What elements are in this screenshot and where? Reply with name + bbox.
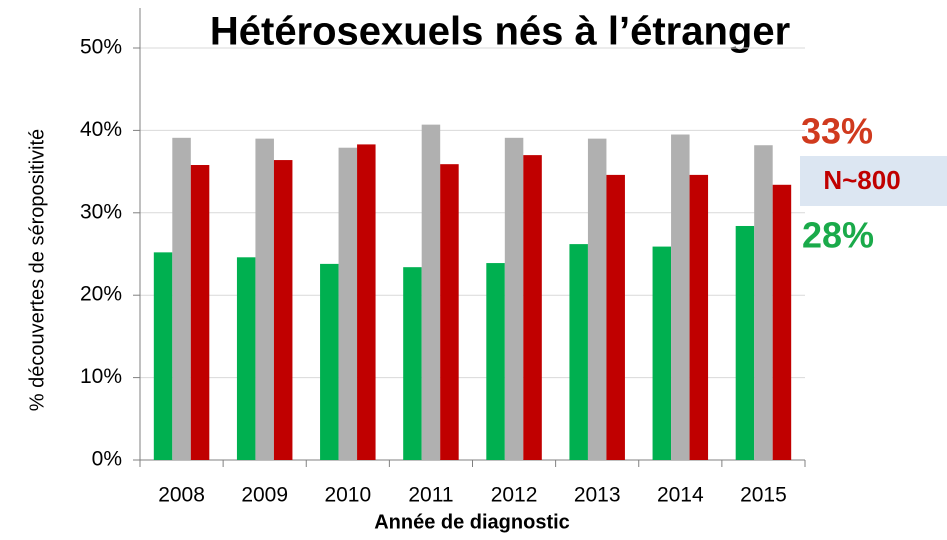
bar	[255, 138, 274, 460]
x-axis-label: Année de diagnostic	[374, 511, 570, 533]
annotation-box	[800, 156, 947, 206]
bar	[190, 165, 210, 460]
bar	[587, 138, 607, 460]
y-tick-label: 20%	[80, 283, 122, 306]
bar	[338, 147, 358, 461]
bar	[523, 155, 542, 460]
bar	[172, 137, 191, 461]
y-tick-label: 10%	[80, 365, 122, 388]
y-tick-label: 0%	[92, 448, 122, 471]
bar	[504, 137, 524, 461]
bar	[153, 252, 173, 460]
x-tick-label: 2011	[408, 484, 453, 507]
y-tick-label: 50%	[80, 36, 122, 59]
annotation: 33%	[801, 111, 873, 152]
x-tick-label: 2010	[324, 484, 371, 507]
x-tick-label: 2014	[657, 484, 704, 507]
bar	[754, 145, 773, 460]
bar	[403, 267, 422, 460]
x-tick-label: 2012	[491, 484, 538, 507]
bar	[671, 134, 690, 460]
y-tick-label: 40%	[80, 118, 122, 141]
bar	[320, 263, 339, 460]
chart-title: Hétérosexuels nés à l’étranger	[210, 10, 790, 54]
x-tick-label: 2009	[241, 484, 288, 507]
bar	[689, 174, 709, 460]
x-tick-label: 2015	[740, 484, 787, 507]
annotation: N~800	[823, 165, 900, 195]
annotation: 28%	[802, 215, 874, 256]
y-tick-label: 30%	[80, 200, 122, 223]
bar	[606, 174, 625, 460]
bar	[273, 160, 293, 460]
bar	[421, 124, 441, 461]
bar	[569, 244, 588, 460]
bar	[357, 144, 376, 460]
bar	[440, 164, 459, 460]
bar	[735, 225, 755, 460]
bar	[772, 184, 792, 460]
bar	[486, 263, 505, 460]
bar	[236, 257, 256, 460]
x-tick-label: 2013	[574, 484, 621, 507]
x-tick-label: 2008	[158, 484, 205, 507]
bar	[652, 246, 672, 460]
y-axis-label: % découvertes de séropositivité	[26, 129, 48, 411]
